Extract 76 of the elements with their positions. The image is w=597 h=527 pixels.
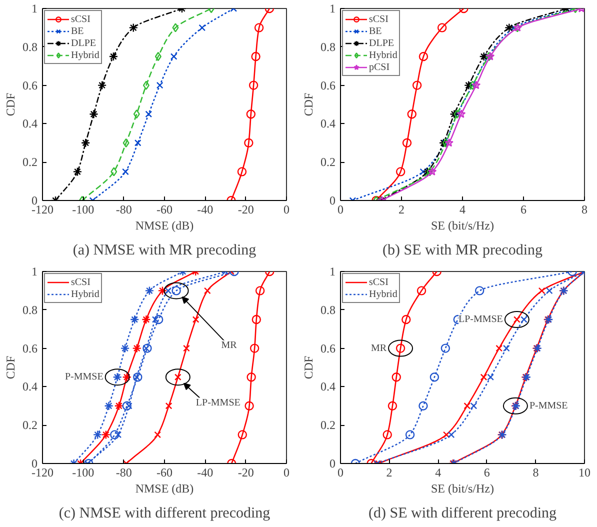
y-tick-label: 0.8 xyxy=(22,302,38,317)
annotation: P-MMSE xyxy=(64,372,104,383)
x-tick-label: 0 xyxy=(284,466,290,480)
x-tick-label: -60 xyxy=(156,202,172,216)
x-tick-label: -40 xyxy=(197,466,214,480)
y-tick-label: 1 xyxy=(330,264,336,278)
y-tick-label: 0.4 xyxy=(320,380,336,394)
legend-label: Hybrid xyxy=(71,288,100,300)
x-tick-label: -40 xyxy=(197,202,214,216)
y-axis-title: CDF xyxy=(302,356,316,380)
y-tick-label: 0.2 xyxy=(22,418,38,432)
legend-label: BE xyxy=(369,25,383,37)
legend-label: sCSI xyxy=(369,13,389,25)
text: (a) NMSE with MR precoding xyxy=(72,242,257,258)
x-tick-label: -80 xyxy=(116,202,132,216)
y-tick-label: 0.4 xyxy=(22,116,38,131)
x-axis-title: SE (bit/s/Hz) xyxy=(431,218,494,232)
x-tick-label: 4 xyxy=(460,202,466,216)
legend-label: BE xyxy=(71,25,85,37)
y-tick-label: 0.2 xyxy=(320,418,336,432)
annotation: P-MMSE xyxy=(529,400,568,412)
x-tick-label: 6 xyxy=(520,202,526,216)
y-tick-label: 1 xyxy=(330,2,336,16)
legend-label: Hybrid xyxy=(369,49,398,61)
text: (b) SE with MR precoding xyxy=(382,242,543,258)
text: (c) NMSE with different precoding xyxy=(58,506,271,522)
y-tick-label: 0.4 xyxy=(320,116,336,131)
x-tick-label: -20 xyxy=(238,466,254,480)
annotation: LP-MMSE xyxy=(196,398,240,409)
y-tick-label: 0.6 xyxy=(320,78,336,92)
x-tick-label: -20 xyxy=(238,202,254,216)
y-tick-label: 0.8 xyxy=(320,302,336,317)
y-tick-label: 0.4 xyxy=(22,380,38,394)
x-tick-label: 6 xyxy=(484,466,490,480)
x-tick-label: 2 xyxy=(398,202,404,216)
y-tick-label: 0.8 xyxy=(22,40,38,54)
x-tick-label: 8 xyxy=(582,202,588,216)
x-tick-label: 10 xyxy=(578,466,590,480)
x-tick-label: -60 xyxy=(156,466,172,480)
x-tick-label: -100 xyxy=(72,202,94,216)
x-axis-title: SE (bit/s/Hz) xyxy=(431,482,494,496)
annotation: MR xyxy=(221,340,238,352)
legend-label: pCSI xyxy=(369,61,390,73)
y-axis-title: CDF xyxy=(302,92,316,116)
x-tick-label: -80 xyxy=(116,466,132,480)
x-tick-label: 2 xyxy=(386,466,392,480)
y-tick-label: 1 xyxy=(32,264,38,278)
y-tick-label: 0 xyxy=(330,456,336,470)
y-axis-title: CDF xyxy=(4,356,18,380)
y-tick-label: 0.2 xyxy=(22,155,38,170)
legend-label: sCSI xyxy=(369,276,389,288)
x-tick-label: 0 xyxy=(284,202,290,216)
y-tick-label: 0.6 xyxy=(320,341,336,356)
legend-label: Hybrid xyxy=(71,49,100,61)
y-tick-label: 0.6 xyxy=(22,341,38,356)
x-tick-label: 4 xyxy=(435,466,442,480)
x-axis-title: NMSE (dB) xyxy=(135,482,194,496)
y-tick-label: 0 xyxy=(32,194,38,208)
y-tick-label: 0.6 xyxy=(22,78,38,92)
text: (d) SE with different precoding xyxy=(368,506,558,522)
legend-label: DLPE xyxy=(369,37,394,49)
x-tick-label: 8 xyxy=(532,466,539,480)
y-tick-label: 0 xyxy=(330,194,336,208)
y-tick-label: 0.2 xyxy=(320,155,336,170)
x-axis-title: NMSE (dB) xyxy=(135,218,194,232)
x-tick-label: -100 xyxy=(72,466,94,480)
annotation: LP-MMSE xyxy=(458,314,503,325)
y-tick-label: 0.8 xyxy=(320,40,336,54)
y-tick-label: 0 xyxy=(32,456,38,470)
legend-label: DLPE xyxy=(71,37,96,49)
annotation: MR xyxy=(370,342,387,354)
legend-label: Hybrid xyxy=(369,288,398,300)
legend-label: sCSI xyxy=(71,13,91,25)
legend-label: sCSI xyxy=(71,276,91,288)
y-tick-label: 1 xyxy=(32,2,38,16)
y-axis-title: CDF xyxy=(4,92,18,116)
